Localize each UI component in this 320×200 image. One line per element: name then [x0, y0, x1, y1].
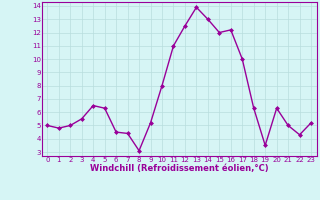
X-axis label: Windchill (Refroidissement éolien,°C): Windchill (Refroidissement éolien,°C)	[90, 164, 268, 173]
